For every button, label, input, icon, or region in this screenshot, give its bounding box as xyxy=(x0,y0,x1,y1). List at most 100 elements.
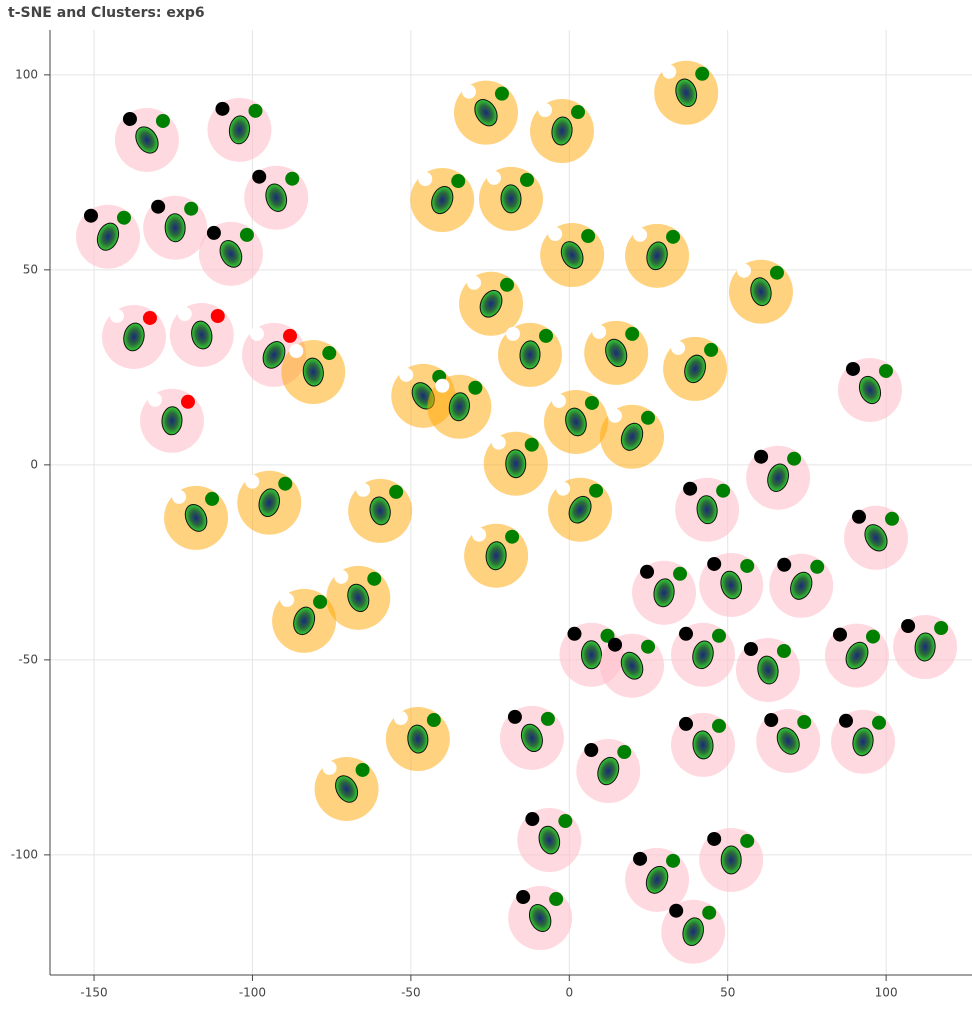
right-dot xyxy=(585,396,599,410)
right-dot xyxy=(581,229,595,243)
left-dot xyxy=(744,642,758,656)
left-dot xyxy=(567,627,581,641)
right-dot xyxy=(389,485,403,499)
left-dot xyxy=(707,557,721,571)
left-dot xyxy=(472,528,486,542)
right-dot xyxy=(468,381,482,395)
right-dot xyxy=(641,640,655,654)
x-tick-label: 100 xyxy=(875,986,898,1000)
y-tick-label: -50 xyxy=(18,652,38,666)
y-tick-label: 0 xyxy=(30,457,38,471)
right-dot xyxy=(283,329,297,343)
right-dot xyxy=(500,278,514,292)
right-dot xyxy=(367,572,381,586)
left-dot xyxy=(901,619,915,633)
x-tick-label: -150 xyxy=(80,986,107,1000)
right-dot xyxy=(285,172,299,186)
cell-image xyxy=(581,641,601,669)
left-dot xyxy=(584,743,598,757)
right-dot xyxy=(278,477,292,491)
right-dot xyxy=(495,87,509,101)
left-dot xyxy=(289,344,303,358)
left-dot xyxy=(334,570,348,584)
left-dot xyxy=(394,711,408,725)
chart: t-SNE and Clusters: exp6 -150-100-500501… xyxy=(0,0,972,1005)
left-dot xyxy=(462,85,476,99)
left-dot xyxy=(556,482,570,496)
right-dot xyxy=(205,492,219,506)
left-dot xyxy=(548,227,562,241)
cell-image xyxy=(501,185,522,214)
left-dot xyxy=(669,904,683,918)
right-dot xyxy=(520,173,534,187)
left-dot xyxy=(245,475,259,489)
right-dot xyxy=(558,814,572,828)
left-dot xyxy=(435,379,449,393)
x-tick-label: -100 xyxy=(239,986,266,1000)
left-dot xyxy=(215,102,229,116)
left-dot xyxy=(508,710,522,724)
right-dot xyxy=(704,343,718,357)
left-dot xyxy=(633,228,647,242)
left-dot xyxy=(207,226,221,240)
left-dot xyxy=(852,510,866,524)
right-dot xyxy=(617,745,631,759)
right-dot xyxy=(505,530,519,544)
left-dot xyxy=(151,200,165,214)
right-dot xyxy=(810,560,824,574)
left-dot xyxy=(754,450,768,464)
right-dot xyxy=(181,395,195,409)
left-dot xyxy=(418,172,432,186)
right-dot xyxy=(885,512,899,526)
left-dot xyxy=(280,593,294,607)
y-tick-label: 50 xyxy=(23,262,38,276)
x-tick-label: 0 xyxy=(565,986,573,1000)
cell-image xyxy=(721,846,741,874)
right-dot xyxy=(879,364,893,378)
left-dot xyxy=(487,171,501,185)
right-dot xyxy=(248,104,262,118)
right-dot xyxy=(866,630,880,644)
right-dot xyxy=(525,438,539,452)
right-dot xyxy=(625,327,639,341)
cell-image xyxy=(506,450,526,478)
right-dot xyxy=(240,228,254,242)
right-dot xyxy=(589,484,603,498)
right-dot xyxy=(770,266,784,280)
right-dot xyxy=(716,484,730,498)
right-dot xyxy=(666,854,680,868)
right-dot xyxy=(673,567,687,581)
left-dot xyxy=(252,170,266,184)
right-dot xyxy=(571,105,585,119)
y-tick-label: 100 xyxy=(15,67,38,81)
right-dot xyxy=(787,452,801,466)
right-dot xyxy=(934,621,948,635)
right-dot xyxy=(740,559,754,573)
left-dot xyxy=(467,276,481,290)
left-dot xyxy=(679,717,693,731)
left-dot xyxy=(640,565,654,579)
right-dot xyxy=(666,230,680,244)
left-dot xyxy=(662,65,676,79)
right-dot xyxy=(695,67,709,81)
left-dot xyxy=(399,368,413,382)
left-dot xyxy=(323,761,337,775)
left-dot xyxy=(123,112,137,126)
left-dot xyxy=(84,209,98,223)
left-dot xyxy=(148,393,162,407)
right-dot xyxy=(549,892,563,906)
right-dot xyxy=(872,716,886,730)
y-tick-label: -100 xyxy=(11,847,38,861)
left-dot xyxy=(552,394,566,408)
right-dot xyxy=(539,329,553,343)
x-tick-label: -50 xyxy=(401,986,421,1000)
right-dot xyxy=(156,114,170,128)
left-dot xyxy=(764,713,778,727)
left-dot xyxy=(608,409,622,423)
left-dot xyxy=(737,264,751,278)
right-dot xyxy=(702,906,716,920)
right-dot xyxy=(117,211,131,225)
left-dot xyxy=(592,325,606,339)
right-dot xyxy=(641,411,655,425)
x-tick-label: 50 xyxy=(720,986,735,1000)
